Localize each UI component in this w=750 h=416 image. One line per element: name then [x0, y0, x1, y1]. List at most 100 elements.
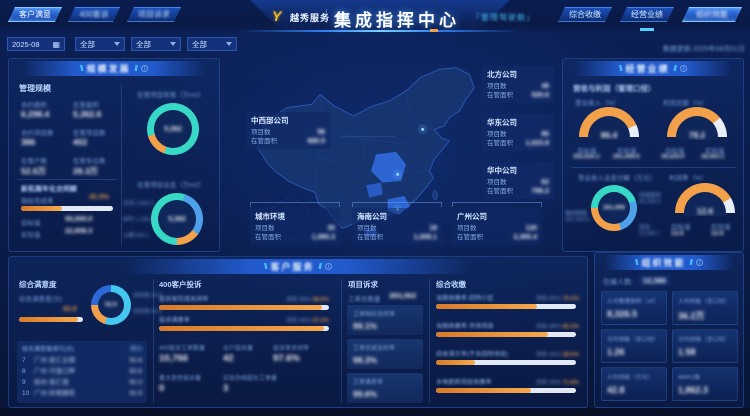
headcount-label: 在编人数: [603, 279, 633, 286]
stat-label: 业户投诉量 [223, 346, 254, 352]
progress-collection-3 [436, 360, 576, 365]
map-highlight-south [366, 182, 383, 198]
stat-value: 28.3万 [73, 166, 99, 176]
tab-project-requests[interactable]: 项目诉求 [127, 7, 181, 22]
legend-item: 公建 892.1 [123, 233, 150, 239]
requests-title: 项目诉求 [348, 280, 378, 289]
gauge-revenue: 86.4 [579, 107, 639, 140]
tab-400-complaints[interactable]: 400客诉 [68, 7, 120, 22]
data-update-timestamp: 数据更新:2025年08月01日 [662, 46, 745, 53]
bar2-values: 目标 95% 97.2% [286, 318, 329, 324]
callout-bracket [452, 202, 542, 207]
stat-value: 0 [159, 383, 165, 394]
panel-scale-header: \\ 规模发展 // i [9, 61, 219, 76]
bar2-label: 投诉满意率 [159, 317, 190, 324]
satisfaction-bar-label: 综合满意度(分) [19, 296, 63, 303]
panel-org-header: \\ 组织效能 // i [595, 255, 743, 270]
stat-label: 在管户数 [21, 158, 47, 165]
stat-label: 实际办结超长工单量 [223, 376, 278, 382]
table-row: 10 广州·岭南雅筑 91.9 [22, 390, 142, 397]
org-card: 人均创收（万元） 42.8 [601, 367, 667, 401]
filter-select-2-value: 全部 [136, 39, 151, 49]
bar1-values: 目标 96% 98.6% [286, 297, 329, 303]
collection-bar-label: 当期收缴率-四特小区 [436, 295, 494, 302]
stat-value: 52.6万 [21, 166, 47, 176]
info-icon[interactable]: i [695, 259, 703, 266]
map-callout-env: 城市环境 项目数 35 在管面积 1,080.3 [250, 208, 340, 245]
gauge-margin: 12.6 [675, 183, 735, 216]
chevron-down-icon [114, 42, 120, 46]
map-callout-east: 华东公司 项目数 86 在管面积 1,023.8 [482, 114, 554, 151]
tab-customer-satisfaction[interactable]: 客户满意 [8, 7, 62, 22]
map-callout-guangzhou: 广州公司 项目数 120 在管面积 2,365.4 [452, 208, 542, 245]
donut-chart-project-age: 5,362 [147, 103, 199, 155]
date-picker[interactable]: 2025-08 ▦ [7, 37, 65, 51]
filter-select-1[interactable]: 全部 [75, 37, 125, 51]
target-value: 13.5 [671, 230, 684, 237]
divider [429, 279, 430, 403]
filter-select-2[interactable]: 全部 [131, 37, 181, 51]
progress-collection-1 [436, 304, 576, 309]
legend-item: 增值服务 56,208.3 [639, 193, 662, 205]
calendar-icon: ▦ [52, 39, 60, 49]
header: 客户满意 400客诉 项目诉求 Y 越秀服务 集成指挥中心 「管理驾驶舱」 综合… [0, 0, 750, 34]
total-orders-label: 工单总数量 [348, 296, 381, 303]
header-decor-right: // [318, 262, 323, 271]
tab-collection[interactable]: 综合收缴 [558, 7, 612, 22]
panel-scale-development: \\ 规模发展 // i 管理规模 合约面积 6,298.4 在管面积 5,36… [8, 58, 220, 252]
gauge-revenue-label: 营业收入（%） [575, 100, 620, 107]
tab-org-efficiency[interactable]: 组织效能 [682, 7, 742, 22]
header-decor-right: // [673, 64, 678, 73]
rate-value: 45.3% [89, 194, 109, 201]
info-icon[interactable]: i [140, 65, 148, 72]
target-value: 302,635.2 [573, 154, 600, 160]
stat-label: 重大恶性投诉量 [159, 376, 202, 382]
total-orders-value: 283,062 [389, 291, 417, 300]
header-streak [240, 30, 520, 32]
request-card: 工单响应及时率 99.1% [347, 305, 423, 335]
divider [17, 179, 117, 180]
company-name: 中西部公司 [251, 116, 289, 125]
filter-select-3[interactable]: 全部 [187, 37, 237, 51]
divider [153, 279, 154, 403]
tab-org-efficiency-label: 组织效能 [696, 10, 728, 19]
logo-icon: Y [272, 8, 282, 24]
header-decor-right: // [689, 258, 694, 267]
page-subtitle: 「管理驾驶舱」 [472, 13, 535, 22]
stat-label: 投诉单关闭率 [273, 346, 310, 352]
target-label: 目标值 [577, 148, 597, 155]
footer-strip [0, 408, 750, 416]
callout-bracket [352, 202, 442, 207]
actual-label: 实际值 [711, 224, 731, 231]
table-row: 9 杭州·星汇城 92.3 [22, 379, 142, 386]
stat-label: 在管项目数 [73, 130, 106, 137]
satisfaction-ranking-table: 综合满意度排行(分) 得分 7 广州·星汇云锦 92.8 8 广州·可逸江畔 92.6 9… [17, 341, 147, 403]
collection-bar-values: 目标 88% 82.5% [536, 324, 579, 330]
panel-customer-service: \\ 客户服务 // i 综合满意度 综合满意度(分) 92.6 92.6 目标… [8, 256, 588, 408]
china-map[interactable] [224, 56, 558, 256]
header-decor-right: // [134, 64, 139, 73]
header-decor-left: \\ [619, 64, 623, 73]
legend-item: 商写 1,206.5 [123, 217, 154, 223]
collection-title: 综合收缴 [436, 280, 466, 289]
table-row: 7 广州·星汇云锦 92.8 [22, 357, 142, 364]
legend-item: 住宅 2,863.2 [123, 201, 154, 207]
map-callout-hainan: 海南公司 项目数 18 在管面积 1,009.1 [352, 208, 442, 245]
tab-400-complaints-label: 400客诉 [79, 10, 109, 19]
headcount-value: 12,386 [639, 276, 670, 285]
mgmt-scale-label: 管理规模 [19, 84, 51, 93]
logo-text: 越秀服务 [290, 13, 331, 23]
company-name: 海南公司 [357, 212, 387, 221]
stat-value: 10,766 [159, 353, 189, 364]
info-icon[interactable]: i [324, 263, 332, 270]
stat-value: 402 [73, 137, 88, 147]
org-card: 元均效能（全口径） 1.26 [601, 329, 667, 363]
org-card: 人均效能（全口径） 36.2万 [672, 291, 738, 325]
page-title: 集成指挥中心 [334, 11, 460, 30]
target-label: 目标值 [671, 224, 691, 231]
stat-value: 3 [223, 383, 229, 394]
info-icon[interactable]: i [679, 65, 687, 72]
bar1-label: 投诉单完成关闭率 [159, 296, 209, 303]
tab-business-performance[interactable]: 经营业绩 [620, 7, 674, 22]
target-label: 目标值 [21, 220, 41, 227]
